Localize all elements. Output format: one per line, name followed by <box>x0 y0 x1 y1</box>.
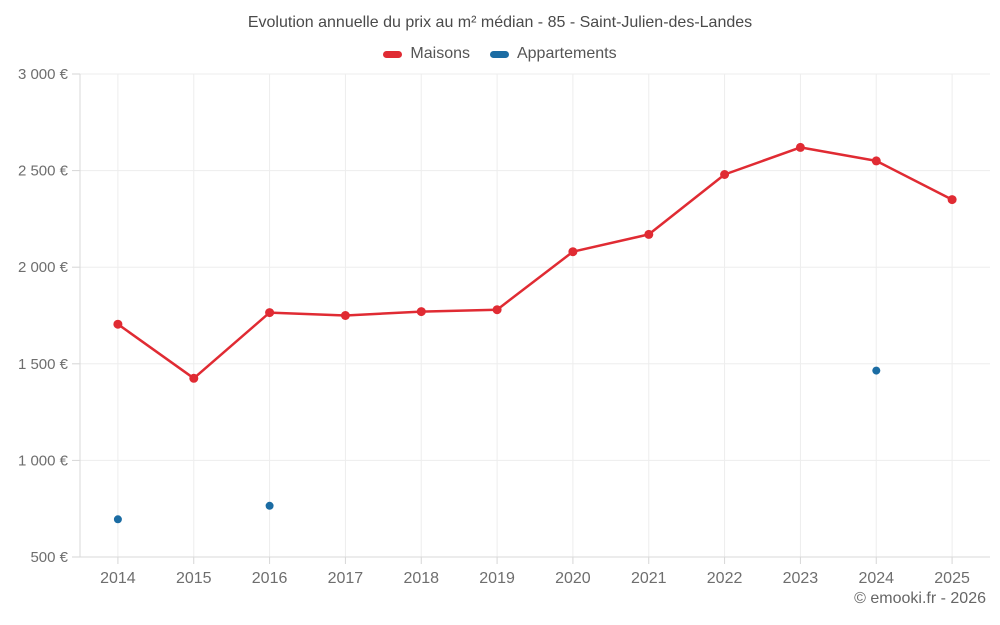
appartements-point-2024[interactable] <box>872 366 881 375</box>
legend-label-appartements: Appartements <box>516 45 617 62</box>
appartements-point-2016[interactable] <box>265 501 274 510</box>
maisons-point-2014[interactable] <box>113 319 123 329</box>
x-axis-label-2019: 2019 <box>479 570 515 587</box>
maisons-series-swatch-icon <box>383 50 403 58</box>
maisons-point-2020[interactable] <box>568 247 578 257</box>
x-axis-label-2021: 2021 <box>631 570 667 587</box>
legend-item-appartements[interactable]: Appartements <box>489 45 617 63</box>
appartements-point-2014[interactable] <box>113 515 122 524</box>
legend-item-maisons[interactable]: Maisons <box>383 45 470 63</box>
maisons-point-2015[interactable] <box>189 373 199 383</box>
x-axis-label-2018: 2018 <box>403 570 439 587</box>
maisons-point-2022[interactable] <box>720 170 730 179</box>
maisons-point-2024[interactable] <box>871 156 881 166</box>
x-axis-label-2023: 2023 <box>783 570 819 587</box>
maisons-point-2021[interactable] <box>644 229 654 239</box>
legend: Maisons Appartements <box>0 45 1000 63</box>
appartements-series-swatch-icon <box>489 50 509 58</box>
chart-title: Evolution annuelle du prix au m² médian … <box>247 14 753 31</box>
y-axis-label-500: 500 € <box>30 549 68 566</box>
maisons-point-2016[interactable] <box>265 308 275 318</box>
legend-label-maisons: Maisons <box>410 45 470 62</box>
x-axis-label-2014: 2014 <box>100 570 136 587</box>
maisons-point-2023[interactable] <box>795 142 805 152</box>
y-axis-label-2500: 2 500 € <box>18 163 69 180</box>
maisons-point-2019[interactable] <box>492 305 502 315</box>
x-axis-label-2016: 2016 <box>252 570 288 587</box>
x-axis-label-2024: 2024 <box>858 570 894 587</box>
x-axis-label-2017: 2017 <box>328 570 364 587</box>
copyright-credit: © emooki.fr - 2026 <box>854 590 986 607</box>
x-axis-label-2025: 2025 <box>934 570 970 587</box>
y-axis-label-1000: 1 000 € <box>18 452 69 469</box>
x-axis-label-2015: 2015 <box>176 570 212 587</box>
maisons-line <box>116 146 954 380</box>
y-axis-label-1500: 1 500 € <box>18 356 69 373</box>
maisons-point-2017[interactable] <box>340 311 350 320</box>
x-axis-label-2022: 2022 <box>707 570 743 587</box>
maisons-point-2025[interactable] <box>947 195 957 205</box>
y-axis-label-3000: 3 000 € <box>18 66 69 83</box>
x-axis-label-2020: 2020 <box>555 570 591 587</box>
maisons-point-2018[interactable] <box>416 307 426 317</box>
y-axis-label-2000: 2 000 € <box>18 259 69 276</box>
